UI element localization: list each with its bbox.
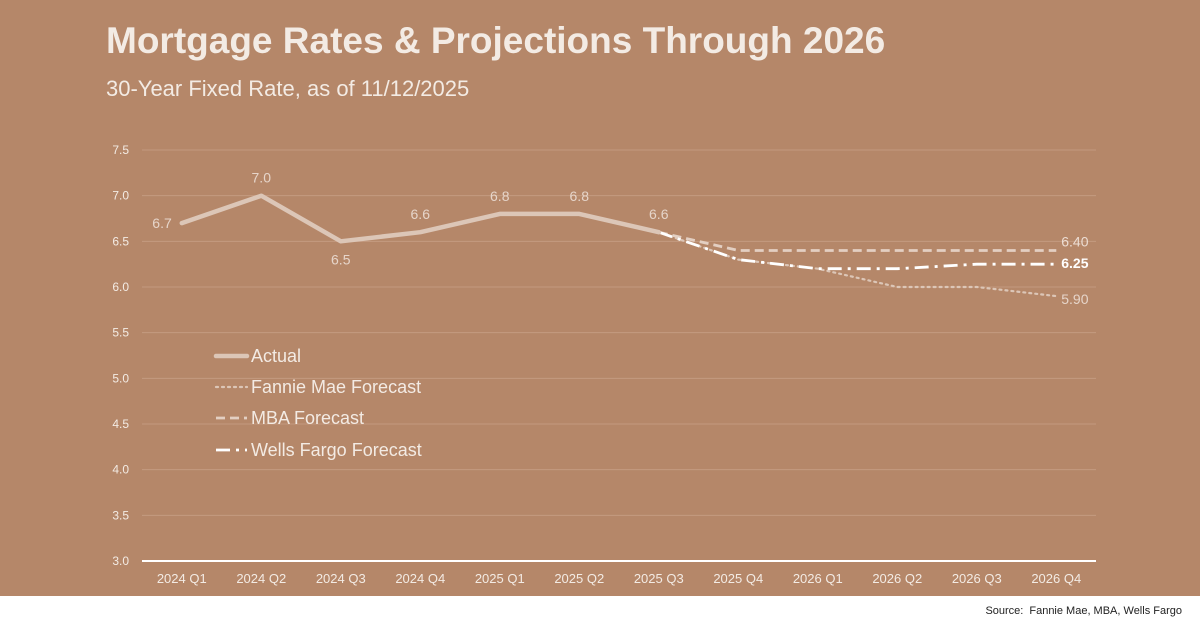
data-label: 6.6 xyxy=(411,206,431,222)
line-chart: 3.0 3.5 4.0 4.5 5.0 5.5 6.0 6.5 7.0 7.5 2024 Q1 202… xyxy=(112,143,1096,586)
y-tick-label: 5.0 xyxy=(112,371,129,385)
legend-label: MBA Forecast xyxy=(251,408,364,428)
x-tick-label: 2025 Q1 xyxy=(475,571,525,586)
x-tick-label: 2026 Q4 xyxy=(1031,571,1081,586)
chart-panel xyxy=(0,0,1200,596)
x-tick-label: 2024 Q1 xyxy=(157,571,207,586)
series-line-fannie-mae-forecast xyxy=(657,231,1058,298)
y-tick-label: 7.0 xyxy=(112,189,129,203)
chart-title: Mortgage Rates & Projections Through 202… xyxy=(106,20,886,61)
x-tick-label: 2025 Q3 xyxy=(634,571,684,586)
x-tick-label: 2024 Q3 xyxy=(316,571,366,586)
x-tick-label: 2026 Q3 xyxy=(952,571,1002,586)
legend-label: Wells Fargo Forecast xyxy=(251,440,422,460)
data-label: 6.8 xyxy=(490,188,510,204)
y-tick-label: 3.5 xyxy=(112,508,129,522)
y-tick-label: 6.5 xyxy=(112,234,129,248)
x-tick-label: 2024 Q2 xyxy=(236,571,286,586)
data-label: 6.6 xyxy=(649,206,669,222)
y-tick-label: 4.0 xyxy=(112,463,129,477)
x-tick-label: 2025 Q2 xyxy=(554,571,604,586)
end-label: 5.90 xyxy=(1061,291,1088,307)
y-tick-label: 5.5 xyxy=(112,326,129,340)
legend-label: Actual xyxy=(251,346,301,366)
x-tick-label: 2026 Q1 xyxy=(793,571,843,586)
source-note: Source: Fannie Mae, MBA, Wells Fargo xyxy=(985,605,1182,617)
x-tick-label: 2024 Q4 xyxy=(395,571,445,586)
y-tick-label: 7.5 xyxy=(112,143,129,157)
y-tick-label: 3.0 xyxy=(112,554,129,568)
y-tick-label: 4.5 xyxy=(112,417,129,431)
data-label: 6.8 xyxy=(570,188,590,204)
data-label: 7.0 xyxy=(252,170,272,186)
source-value: Fannie Mae, MBA, Wells Fargo xyxy=(1029,605,1182,617)
series-line-mba-forecast xyxy=(658,230,1057,252)
x-tick-label: 2025 Q4 xyxy=(713,571,763,586)
data-label: 6.5 xyxy=(331,251,351,267)
legend-label: Fannie Mae Forecast xyxy=(251,377,421,397)
end-label: 6.25 xyxy=(1061,255,1088,271)
data-label: 6.7 xyxy=(152,215,172,231)
chart-subtitle: 30-Year Fixed Rate, as of 11/12/2025 xyxy=(106,76,470,101)
source-label: Source: xyxy=(985,605,1024,617)
x-tick-label: 2026 Q2 xyxy=(872,571,922,586)
series-line-wells-fargo-forecast xyxy=(658,230,1057,271)
y-tick-label: 6.0 xyxy=(112,280,129,294)
end-label: 6.40 xyxy=(1061,233,1088,249)
series-line-actual xyxy=(179,193,662,244)
